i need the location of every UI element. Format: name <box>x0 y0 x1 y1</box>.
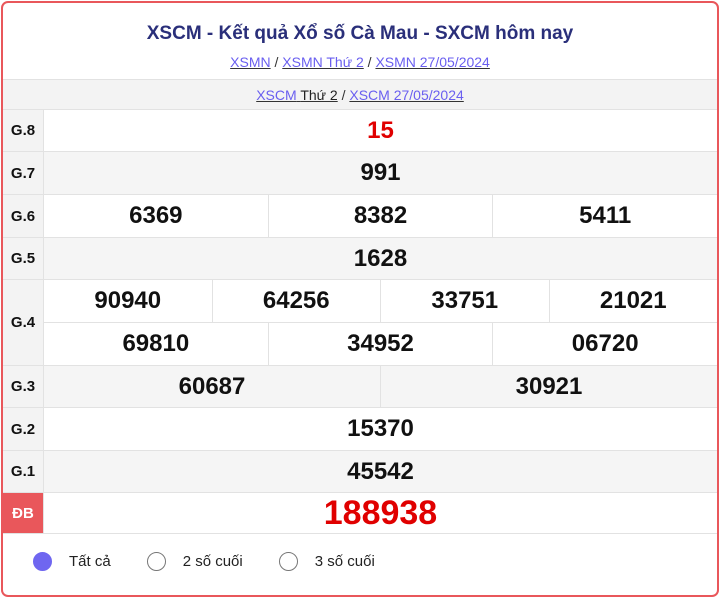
row-g2: G.2 15370 <box>3 408 717 451</box>
prize-label: G.1 <box>3 451 44 492</box>
prize-label: ĐB <box>3 493 44 533</box>
prize-number: 69810 <box>122 330 190 357</box>
separator: / <box>367 54 372 70</box>
row-g8: G.8 15 <box>3 110 717 152</box>
row-g7: G.7 991 <box>3 152 717 195</box>
special-prize-number: 188938 <box>323 493 438 532</box>
breadcrumb-xsmn[interactable]: XSMN <box>230 54 271 70</box>
row-g5: G.5 1628 <box>3 238 717 280</box>
breadcrumb: XSMN / XSMN Thứ 2 / XSMN 27/05/2024 <box>3 54 717 70</box>
prize-number: 1628 <box>353 244 408 272</box>
prize-number: 33751 <box>380 280 549 322</box>
page-title: XSCM - Kết quả Xổ số Cà Mau - SXCM hôm n… <box>146 23 574 44</box>
prize-number: 15 <box>367 116 394 144</box>
prize-number: 5411 <box>492 195 717 237</box>
link-part: Thứ 2 <box>300 87 338 103</box>
prize-number: 8382 <box>267 195 493 237</box>
prize-number: 21021 <box>548 280 718 322</box>
prize-label: G.2 <box>3 408 44 450</box>
radio-selected-icon[interactable] <box>33 552 52 571</box>
filter-last-3[interactable]: 3 số cuối <box>278 552 375 571</box>
prize-label: G.7 <box>3 152 44 194</box>
separator: / <box>274 54 279 70</box>
prize-number: 6369 <box>129 202 183 229</box>
row-g1: G.1 45542 <box>3 451 717 493</box>
prize-label: G.4 <box>3 280 44 365</box>
prize-number: 06720 <box>492 323 717 365</box>
row-g4: G.4 90940 64256 33751 21021 69810 34952 06720 <box>3 280 717 366</box>
prize-number: 991 <box>360 159 401 186</box>
prize-number: 15370 <box>347 415 414 442</box>
breadcrumb-xsmn-thu2[interactable]: XSMN Thứ 2 <box>282 54 364 70</box>
sub-nav: XSCM Thứ 2 / XSCM 27/05/2024 <box>3 79 717 110</box>
filter-all[interactable]: Tất cả <box>33 552 111 571</box>
row-g3: G.3 60687 30921 <box>3 366 717 408</box>
prize-number: 45542 <box>347 457 414 485</box>
separator: / <box>341 87 346 103</box>
row-special: ĐB 188938 <box>3 493 717 534</box>
filter-last-2[interactable]: 2 số cuối <box>146 552 243 571</box>
prize-number: 30921 <box>380 366 717 407</box>
radio-icon[interactable] <box>278 552 298 571</box>
row-g6: G.6 6369 8382 5411 <box>3 195 717 238</box>
digit-filter: Tất cả 2 số cuối 3 số cuối <box>33 552 411 571</box>
filter-label: 2 số cuối <box>182 553 243 570</box>
prize-label: G.8 <box>3 110 44 151</box>
filter-label: Tất cả <box>69 553 111 570</box>
prize-label: G.5 <box>3 238 44 279</box>
prize-label: G.6 <box>3 195 44 237</box>
xscm-thu2-link[interactable]: XSCM Thứ 2 <box>256 87 337 103</box>
prize-number: 64256 <box>211 280 381 322</box>
link-part: XSCM <box>256 87 297 103</box>
prize-number: 90940 <box>94 287 162 314</box>
xscm-date-link[interactable]: XSCM 27/05/2024 <box>349 87 464 103</box>
prize-number: 34952 <box>267 323 493 365</box>
prize-label: G.3 <box>3 366 44 407</box>
breadcrumb-xsmn-date[interactable]: XSMN 27/05/2024 <box>375 54 490 70</box>
filter-label: 3 số cuối <box>314 553 375 570</box>
results-table: G.8 15 G.7 991 G.6 6369 8382 5411 G.5 1628 G.4… <box>3 110 717 534</box>
prize-number: 60687 <box>178 372 246 400</box>
radio-icon[interactable] <box>146 552 166 571</box>
